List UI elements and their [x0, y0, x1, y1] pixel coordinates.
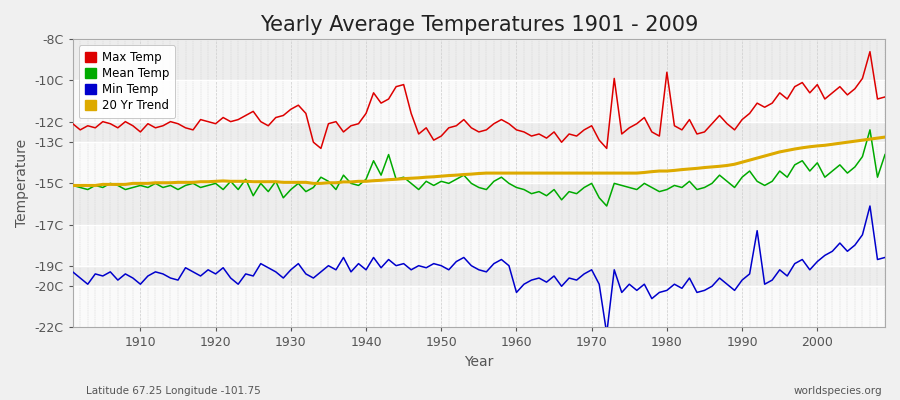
- Bar: [73, 39, 885, 80]
- Bar: [73, 142, 885, 183]
- Bar: [73, 122, 885, 142]
- Bar: [73, 224, 885, 266]
- Title: Yearly Average Temperatures 1901 - 2009: Yearly Average Temperatures 1901 - 2009: [260, 15, 698, 35]
- Text: Latitude 67.25 Longitude -101.75: Latitude 67.25 Longitude -101.75: [86, 386, 260, 396]
- Bar: [73, 183, 885, 224]
- Bar: [73, 266, 885, 286]
- Text: worldspecies.org: worldspecies.org: [794, 386, 882, 396]
- Y-axis label: Temperature: Temperature: [15, 139, 29, 228]
- X-axis label: Year: Year: [464, 355, 493, 369]
- Bar: [73, 286, 885, 328]
- Bar: [73, 80, 885, 122]
- Legend: Max Temp, Mean Temp, Min Temp, 20 Yr Trend: Max Temp, Mean Temp, Min Temp, 20 Yr Tre…: [78, 45, 176, 118]
